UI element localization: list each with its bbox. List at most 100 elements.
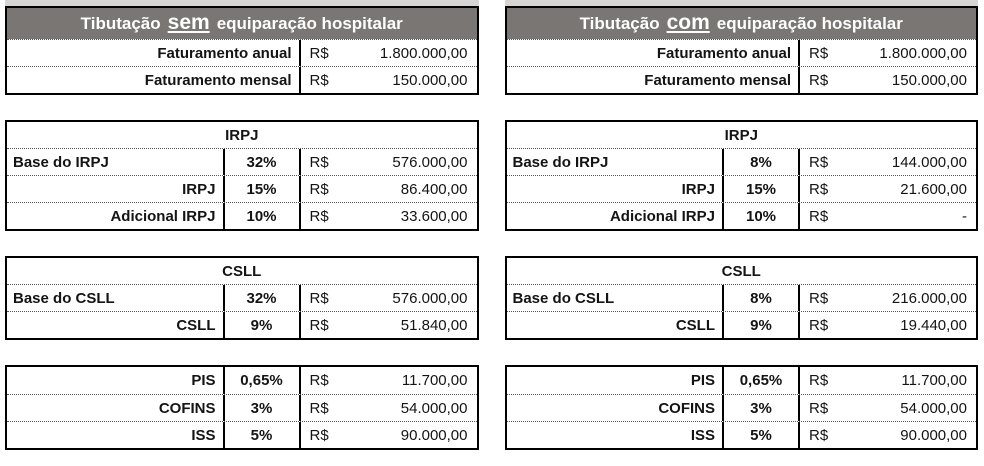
rate-cell: 5% — [222, 422, 299, 448]
row-label: ISS — [690, 426, 715, 444]
table-row: ISS 5% R$ 90.000,00 — [506, 421, 976, 448]
rate-cell: 10% — [222, 203, 299, 229]
amount-cell: R$ 1.800.000,00 — [798, 40, 976, 66]
rate-cell: 32% — [222, 285, 299, 311]
table-row: IRPJ 15% R$ 86.400,00 — [7, 175, 477, 202]
rate-cell: 15% — [222, 176, 299, 202]
row-label: Base do IRPJ — [13, 153, 109, 171]
csll-table-sem: CSLL Base do CSLL 32% R$ 576.000,00 CSLL… — [5, 256, 479, 340]
row-label: Faturamento anual — [656, 44, 791, 62]
row-label: PIS — [690, 372, 715, 389]
amount-cell: R$ - — [798, 203, 976, 229]
row-label: Faturamento mensal — [644, 71, 791, 89]
table-row: Base do IRPJ 8% R$ 144.000,00 — [506, 148, 976, 175]
row-label: IRPJ — [182, 180, 216, 198]
row-label: Base do CSLL — [13, 289, 115, 307]
currency-symbol: R$ — [809, 316, 829, 334]
row-label: CSLL — [675, 316, 715, 334]
currency-symbol: R$ — [309, 289, 329, 307]
amount-value: 90.000,00 — [400, 426, 468, 444]
amount-value: 1.800.000,00 — [379, 44, 468, 62]
revenue-table-sem: Tibutação sem equiparação hospitalar Fat… — [5, 6, 479, 95]
amount-cell: R$ 21.600,00 — [798, 176, 976, 202]
table-row: COFINS 3% R$ 54.000,00 — [506, 394, 976, 421]
table-row: Faturamento mensal R$ 150.000,00 — [506, 66, 976, 93]
currency-symbol: R$ — [309, 207, 329, 225]
rate-cell: 5% — [722, 422, 798, 448]
amount-value: 86.400,00 — [400, 180, 468, 198]
table-row: PIS 0,65% R$ 11.700,00 — [507, 367, 977, 394]
rate-cell: 3% — [722, 395, 798, 421]
amount-cell: R$ 150.000,00 — [798, 67, 976, 93]
amount-value: 576.000,00 — [392, 153, 468, 171]
currency-symbol: R$ — [809, 207, 829, 225]
amount-cell: R$ 90.000,00 — [298, 422, 477, 448]
panel-title-suffix: equiparação hospitalar — [716, 14, 903, 33]
amount-value: 51.840,00 — [400, 316, 468, 334]
table-row: ISS 5% R$ 90.000,00 — [7, 421, 477, 448]
currency-symbol: R$ — [309, 153, 329, 171]
row-label: Faturamento anual — [157, 44, 292, 62]
amount-value: 150.000,00 — [392, 71, 468, 89]
irpj-table-com: IRPJ Base do IRPJ 8% R$ 144.000,00 IRPJ … — [504, 120, 978, 231]
amount-cell: R$ 54.000,00 — [298, 395, 477, 421]
currency-symbol: R$ — [309, 426, 329, 444]
table-row: Faturamento anual R$ 1.800.000,00 — [506, 39, 976, 66]
row-label: COFINS — [658, 399, 715, 417]
panel-title: Tibutação com equiparação hospitalar — [506, 8, 976, 39]
row-label: Faturamento mensal — [144, 71, 292, 89]
table-row: Adicional IRPJ 10% R$ - — [506, 202, 976, 229]
spreadsheet-comparison: Tibutação sem equiparação hospitalar Fat… — [5, 0, 978, 450]
currency-symbol: R$ — [809, 399, 829, 417]
panel-com-equiparacao: Tibutação com equiparação hospitalar Fat… — [504, 0, 978, 450]
panel-sem-equiparacao: Tibutação sem equiparação hospitalar Fat… — [5, 0, 479, 450]
amount-value: - — [962, 207, 967, 225]
currency-symbol: R$ — [809, 289, 829, 307]
amount-value: 576.000,00 — [392, 289, 468, 307]
amount-cell: R$ 144.000,00 — [798, 149, 976, 175]
amount-value: 216.000,00 — [891, 289, 967, 307]
amount-cell: R$ 576.000,00 — [298, 149, 477, 175]
section-title: CSLL — [222, 262, 262, 280]
amount-cell: R$ 19.440,00 — [798, 312, 976, 338]
row-label: Adicional IRPJ — [609, 207, 715, 225]
other-taxes-table-com: PIS 0,65% R$ 11.700,00 COFINS 3% R$ 54.0… — [504, 365, 978, 450]
table-row: Base do IRPJ 32% R$ 576.000,00 — [7, 148, 477, 175]
currency-symbol: R$ — [809, 372, 829, 389]
rate-cell: 0,65% — [222, 367, 299, 394]
row-label: CSLL — [176, 316, 216, 334]
amount-value: 11.700,00 — [901, 372, 967, 389]
table-row: Faturamento mensal R$ 150.000,00 — [7, 66, 477, 93]
currency-symbol: R$ — [809, 71, 829, 89]
amount-cell: R$ 216.000,00 — [798, 285, 976, 311]
rate-cell: 8% — [722, 149, 798, 175]
table-row: Adicional IRPJ 10% R$ 33.600,00 — [7, 202, 477, 229]
rate-cell: 32% — [222, 149, 299, 175]
currency-symbol: R$ — [309, 71, 329, 89]
amount-cell: R$ 150.000,00 — [298, 67, 477, 93]
amount-cell: R$ 1.800.000,00 — [298, 40, 477, 66]
amount-value: 54.000,00 — [900, 399, 967, 417]
amount-cell: R$ 33.600,00 — [298, 203, 477, 229]
revenue-table-com: Tibutação com equiparação hospitalar Fat… — [504, 6, 978, 95]
rate-cell: 9% — [222, 312, 299, 338]
panel-title-prefix: Tibutação — [579, 14, 660, 33]
table-row: Base do CSLL 8% R$ 216.000,00 — [506, 284, 976, 311]
panel-title-emphasis: com — [666, 11, 710, 34]
section-title: CSLL — [721, 262, 761, 280]
amount-value: 19.440,00 — [900, 316, 967, 334]
row-label: Adicional IRPJ — [110, 207, 216, 225]
row-label: Base do CSLL — [512, 289, 615, 307]
rate-cell: 3% — [222, 395, 299, 421]
section-title: IRPJ — [724, 126, 758, 144]
rate-cell: 0,65% — [722, 367, 798, 394]
section-title: IRPJ — [225, 126, 259, 144]
rate-cell: 8% — [722, 285, 798, 311]
amount-value: 90.000,00 — [900, 426, 967, 444]
amount-value: 11.700,00 — [401, 372, 468, 389]
amount-cell: R$ 576.000,00 — [298, 285, 477, 311]
currency-symbol: R$ — [809, 426, 829, 444]
row-label: PIS — [191, 372, 216, 389]
amount-cell: R$ 51.840,00 — [298, 312, 477, 338]
rate-cell: 9% — [722, 312, 798, 338]
